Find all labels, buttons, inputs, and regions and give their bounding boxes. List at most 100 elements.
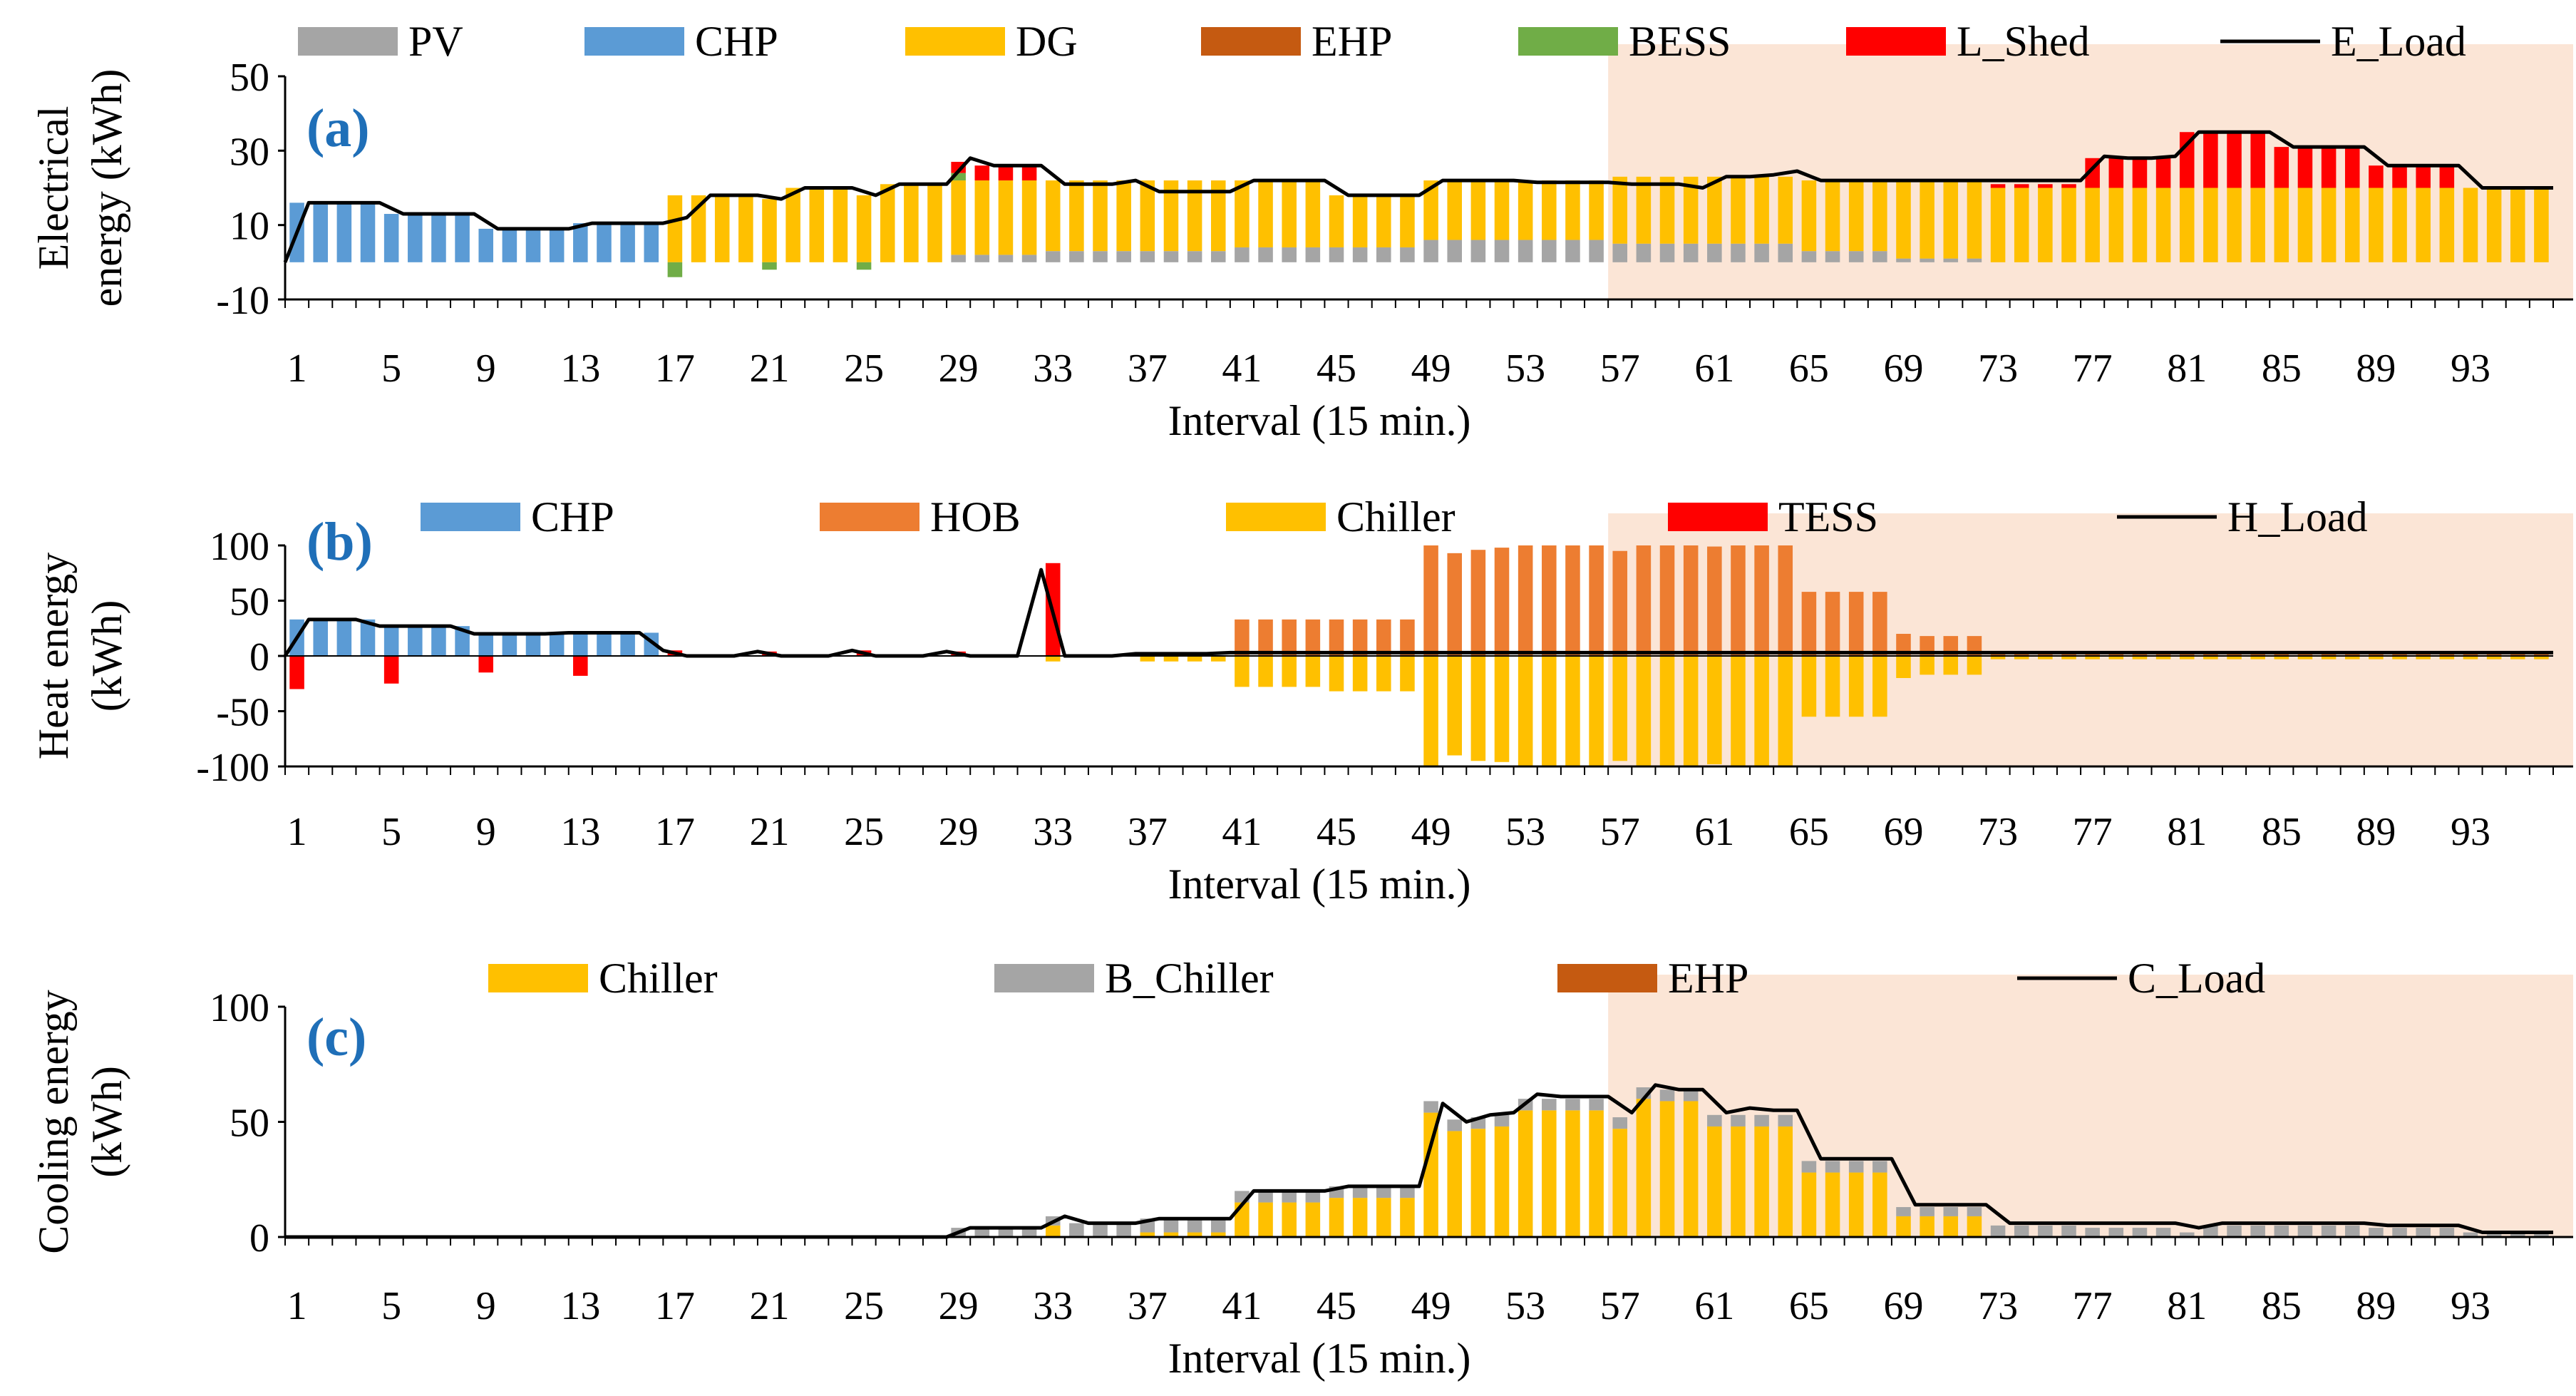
- load-line-h-load: [283, 568, 2553, 658]
- bar-pv: [1069, 251, 1084, 262]
- x-tick-label: 61: [1694, 810, 1734, 854]
- bar-hob: [1518, 545, 1533, 656]
- shaded-region: [1608, 975, 2573, 1237]
- bar-chp: [383, 626, 399, 656]
- bar-chiller: [1045, 656, 1061, 662]
- bar-chiller: [2085, 656, 2100, 659]
- legend-label: CHP: [531, 493, 614, 540]
- bar-bess: [667, 262, 683, 277]
- bar-b-chiller: [1589, 1099, 1604, 1111]
- bar-chiller: [2439, 656, 2455, 659]
- x-tick-label: 93: [2451, 810, 2490, 854]
- bar-l-shed: [2227, 132, 2242, 188]
- bar-chiller: [1612, 656, 1628, 761]
- bar-dg: [2439, 188, 2455, 262]
- bar-pv: [1258, 247, 1273, 262]
- bar-dg: [1731, 176, 1746, 244]
- bar-chp: [525, 228, 541, 262]
- bar-dg: [904, 184, 919, 262]
- bar-chp: [549, 228, 565, 262]
- bar-chiller: [1731, 1126, 1746, 1237]
- x-tick-label: 57: [1600, 347, 1640, 391]
- bar-l-shed: [2439, 165, 2455, 188]
- bar-chiller: [2392, 656, 2407, 659]
- bar-tess: [478, 656, 494, 673]
- bar-pv: [1801, 251, 1817, 262]
- x-tick-label: 73: [1978, 347, 2018, 391]
- panel-label: (a): [306, 98, 370, 158]
- bar-chiller: [1990, 656, 2006, 659]
- y-tick-label: 100: [210, 986, 269, 1030]
- x-tick-label: 41: [1222, 347, 1262, 391]
- bar-chp: [502, 228, 517, 262]
- bar-b-chiller: [1494, 1114, 1510, 1126]
- legend-label: PV: [408, 18, 463, 65]
- bar-b-chiller: [1093, 1223, 1108, 1237]
- bar-dg: [1093, 180, 1108, 252]
- bar-chp: [573, 632, 588, 656]
- bar-pv: [1376, 247, 1391, 262]
- x-tick-label: 49: [1411, 347, 1451, 391]
- bar-chiller: [1967, 656, 1982, 675]
- bar-hob: [1848, 592, 1864, 656]
- bar-pv: [1305, 247, 1321, 262]
- legend-swatch: [421, 503, 520, 531]
- bar-chiller: [1825, 1172, 1840, 1237]
- bar-hob: [1659, 545, 1675, 656]
- bar-l-shed: [2321, 147, 2337, 188]
- bar-chiller: [2132, 656, 2148, 659]
- bar-dg: [762, 199, 777, 262]
- bar-pv: [1140, 251, 1155, 262]
- x-tick-label: 13: [560, 1284, 600, 1328]
- bar-chiller: [1140, 1232, 1155, 1237]
- bar-b-chiller: [1423, 1101, 1438, 1113]
- bar-chiller: [2297, 656, 2313, 659]
- x-tick-label: 69: [1883, 347, 1923, 391]
- x-axis-title: Interval (15 min.): [1168, 1335, 1471, 1382]
- shaded-region: [1608, 513, 2573, 766]
- bar-l-shed: [1021, 165, 1037, 181]
- bar-l-shed: [1990, 184, 2006, 188]
- bar-dg: [1305, 180, 1321, 247]
- bar-chiller: [1683, 656, 1699, 766]
- bar-chp: [408, 214, 423, 262]
- y-axis-title: Cooling energy: [30, 990, 77, 1254]
- bar-b-chiller: [2038, 1225, 2053, 1237]
- bar-chiller: [2179, 656, 2195, 659]
- bar-pv: [1518, 240, 1533, 262]
- bar-pv: [1470, 240, 1486, 262]
- x-tick-label: 1: [287, 347, 307, 391]
- bar-chiller: [1258, 1202, 1273, 1237]
- legend-label: H_Load: [2227, 493, 2368, 540]
- legend-swatch: [1518, 27, 1618, 56]
- y-tick-label: -100: [196, 746, 269, 790]
- bar-b-chiller: [2085, 1228, 2100, 1237]
- bar-chiller: [1470, 1129, 1486, 1237]
- bar-chiller: [1872, 1172, 1887, 1237]
- bar-dg: [1967, 180, 1982, 259]
- x-tick-label: 61: [1694, 347, 1734, 391]
- bar-chiller: [1707, 656, 1722, 764]
- bar-chiller: [1470, 656, 1486, 761]
- x-tick-label: 25: [844, 1284, 884, 1328]
- bar-hob: [1801, 592, 1817, 656]
- bar-b-chiller: [1376, 1186, 1391, 1199]
- bar-dg: [1896, 180, 1911, 259]
- x-tick-label: 37: [1128, 347, 1168, 391]
- y-tick-label: 50: [230, 56, 269, 100]
- bar-pv: [1896, 258, 1911, 262]
- bar-dg: [1920, 180, 1934, 259]
- panel-label: (c): [306, 1007, 366, 1067]
- bar-chp: [620, 223, 635, 262]
- bar-dg: [1400, 195, 1415, 247]
- bar-dg: [1990, 188, 2006, 262]
- bar-hob: [1825, 592, 1840, 656]
- bar-chiller: [1801, 1172, 1817, 1237]
- x-tick-label: 77: [2073, 810, 2113, 854]
- bar-chiller: [2227, 656, 2242, 659]
- bar-chiller: [1896, 1216, 1911, 1237]
- y-axis-title: Electrical: [30, 106, 77, 270]
- x-tick-label: 21: [749, 1284, 789, 1328]
- bar-chiller: [2155, 656, 2171, 659]
- bar-dg: [1069, 180, 1084, 252]
